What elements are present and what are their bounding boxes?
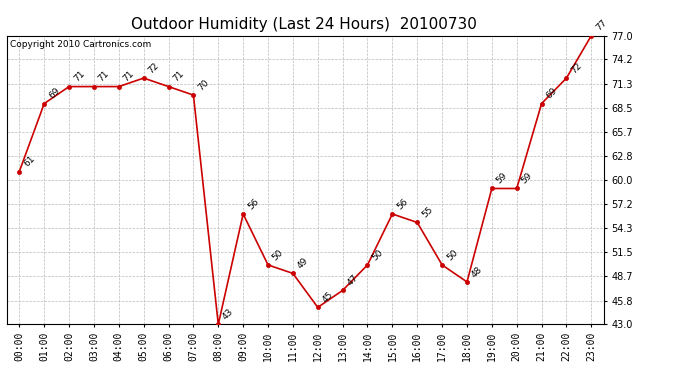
Text: 50: 50: [445, 248, 460, 262]
Text: Outdoor Humidity (Last 24 Hours)  20100730: Outdoor Humidity (Last 24 Hours) 2010073…: [130, 17, 477, 32]
Text: 50: 50: [371, 248, 385, 262]
Text: 56: 56: [395, 197, 410, 211]
Text: 49: 49: [296, 256, 310, 271]
Text: 50: 50: [270, 248, 285, 262]
Text: 48: 48: [470, 265, 484, 279]
Text: 69: 69: [47, 86, 61, 101]
Text: 71: 71: [121, 69, 136, 84]
Text: 45: 45: [321, 290, 335, 304]
Text: 55: 55: [420, 205, 435, 220]
Text: 71: 71: [171, 69, 186, 84]
Text: 72: 72: [146, 61, 161, 75]
Text: Copyright 2010 Cartronics.com: Copyright 2010 Cartronics.com: [10, 40, 151, 49]
Text: 71: 71: [97, 69, 111, 84]
Text: 56: 56: [246, 197, 260, 211]
Text: 61: 61: [22, 154, 37, 169]
Text: 77: 77: [594, 18, 609, 33]
Text: 69: 69: [544, 86, 559, 101]
Text: 70: 70: [196, 78, 210, 92]
Text: 71: 71: [72, 69, 86, 84]
Text: 43: 43: [221, 307, 235, 322]
Text: 59: 59: [520, 171, 534, 186]
Text: 47: 47: [346, 273, 359, 288]
Text: 59: 59: [495, 171, 509, 186]
Text: 72: 72: [569, 61, 584, 75]
